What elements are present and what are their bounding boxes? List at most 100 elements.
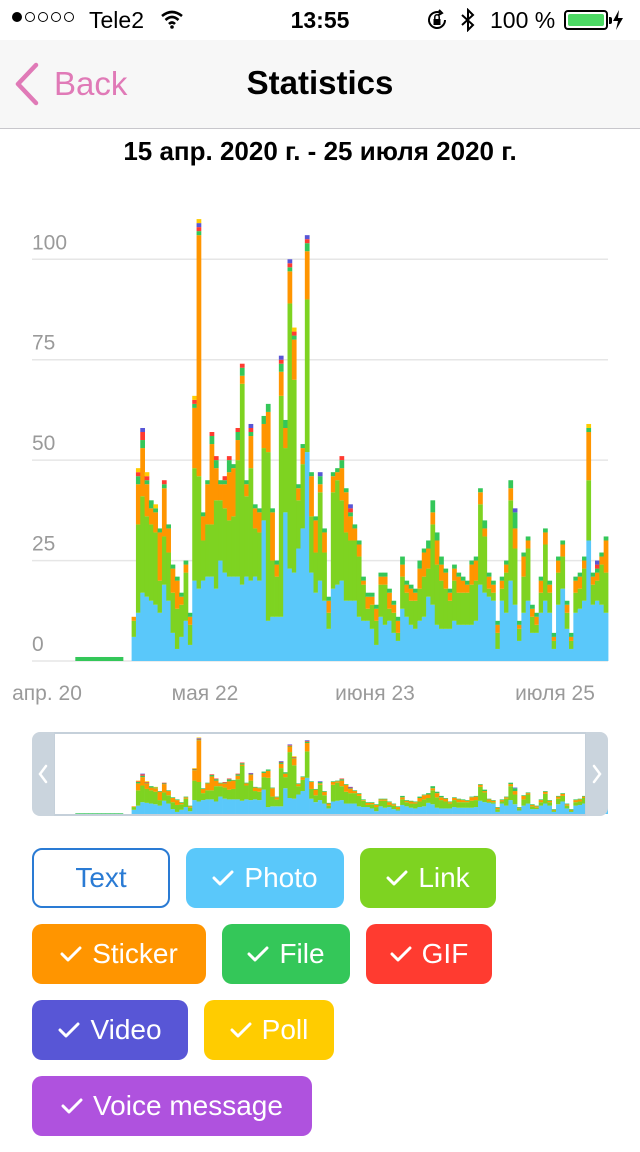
bar-segment xyxy=(287,568,293,661)
mini-bar-segment xyxy=(209,775,215,777)
bar-segment xyxy=(590,572,596,577)
filter-chip-poll[interactable]: Poll xyxy=(204,1000,334,1060)
bar-segment xyxy=(252,504,258,509)
mini-bar-segment xyxy=(517,807,522,808)
mini-bar-segment xyxy=(244,782,249,784)
mini-bar-segment xyxy=(148,803,154,814)
mini-bar-segment xyxy=(274,806,280,814)
bar-segment xyxy=(486,588,492,597)
bar-column xyxy=(400,556,405,661)
bar-column xyxy=(530,604,535,661)
bar-segment xyxy=(213,500,219,589)
mini-bar-segment xyxy=(534,807,540,810)
bar-segment xyxy=(270,512,275,561)
mini-bar-segment xyxy=(196,782,202,802)
mini-bar-segment xyxy=(148,787,154,791)
bar-segment xyxy=(140,432,146,441)
bar-segment xyxy=(192,395,197,400)
bar-segment xyxy=(235,432,241,441)
filter-chip-gif[interactable]: GIF xyxy=(366,924,492,984)
bar-segment xyxy=(287,271,293,304)
bar-segment xyxy=(348,508,353,513)
mini-bar-segment xyxy=(140,785,145,803)
mini-bar-segment xyxy=(196,737,202,739)
mini-bar-segment xyxy=(525,803,531,814)
mini-bar-segment xyxy=(395,806,401,808)
filter-chip-text[interactable]: Text xyxy=(32,848,170,908)
bar-segment xyxy=(599,556,605,565)
mini-bar-segment xyxy=(222,787,228,799)
bar-segment xyxy=(196,219,202,224)
bar-segment xyxy=(144,596,150,661)
mini-bar-segment xyxy=(499,803,505,814)
filter-chip-sticker[interactable]: Sticker xyxy=(32,924,206,984)
bar-segment xyxy=(244,480,249,485)
bar-segment xyxy=(231,516,236,577)
bar-segment xyxy=(322,528,327,533)
bar-segment xyxy=(218,560,223,661)
mini-bar-segment xyxy=(365,807,371,814)
bar-column xyxy=(538,576,544,661)
bar-segment xyxy=(361,576,366,581)
bar-segment xyxy=(560,588,566,661)
range-handle-right[interactable] xyxy=(586,732,608,816)
bar-segment xyxy=(166,600,171,661)
chart-range-selector[interactable] xyxy=(32,732,608,816)
bar-segment xyxy=(283,448,288,513)
mini-bar-segment xyxy=(387,807,392,814)
battery-percent: 100 % xyxy=(490,7,556,33)
bar-column xyxy=(348,504,353,661)
filter-chip-photo[interactable]: Photo xyxy=(186,848,344,908)
bar-column xyxy=(265,403,271,661)
mini-bar-segment xyxy=(434,807,440,814)
filter-chip-file[interactable]: File xyxy=(222,924,350,984)
mini-bar-segment xyxy=(348,787,353,789)
bar-segment xyxy=(144,480,150,485)
mini-bar-segment xyxy=(339,780,345,787)
bar-segment xyxy=(408,624,414,661)
bar-segment xyxy=(83,656,89,661)
mini-bar-segment xyxy=(265,807,271,814)
bar-column xyxy=(404,580,410,661)
mini-bar-segment xyxy=(378,798,384,800)
mini-bar-segment xyxy=(252,799,258,814)
bar-segment xyxy=(374,620,379,645)
bar-segment xyxy=(278,616,284,661)
mini-bar-segment xyxy=(499,799,505,801)
mini-bar-segment xyxy=(274,799,280,807)
bar-segment xyxy=(400,556,405,565)
mini-bar-segment xyxy=(365,804,371,808)
mini-bar-segment xyxy=(543,791,548,794)
mini-bar-segment xyxy=(179,802,184,805)
filter-chip-video[interactable]: Video xyxy=(32,1000,188,1060)
bar-column xyxy=(231,464,236,661)
mini-bar-segment xyxy=(196,738,202,740)
bar-column xyxy=(495,620,501,661)
mini-bar-segment xyxy=(582,798,587,804)
bar-segment xyxy=(365,596,371,609)
mini-bar-segment xyxy=(200,788,206,794)
filter-chip-voice-message[interactable]: Voice message xyxy=(32,1076,312,1136)
bar-segment xyxy=(525,536,531,541)
mini-bar-segment xyxy=(140,773,145,775)
bar-column xyxy=(452,564,457,661)
mini-bar-segment xyxy=(140,777,145,786)
mini-bar-segment xyxy=(495,807,501,808)
bar-segment xyxy=(387,620,392,661)
mini-bar-segment xyxy=(75,813,80,814)
bar-column xyxy=(88,656,94,661)
back-button[interactable]: Back xyxy=(14,62,127,106)
mini-bar-segment xyxy=(300,779,306,792)
filter-chip-link[interactable]: Link xyxy=(360,848,496,908)
mini-bar-segment xyxy=(326,802,332,804)
bar-segment xyxy=(443,568,449,573)
bar-segment xyxy=(543,532,548,545)
bar-column xyxy=(499,576,505,661)
mini-bar-segment xyxy=(556,798,561,805)
range-handle-left[interactable] xyxy=(32,732,54,816)
mini-bar-segment xyxy=(348,788,353,794)
bar-segment xyxy=(265,620,271,661)
bar-column xyxy=(343,488,349,661)
bar-segment xyxy=(317,580,323,661)
stacked-bar-chart[interactable]: 0 25 50 75 100 апр. 20 мая 22 июня 23 июля 25 xyxy=(0,190,640,720)
